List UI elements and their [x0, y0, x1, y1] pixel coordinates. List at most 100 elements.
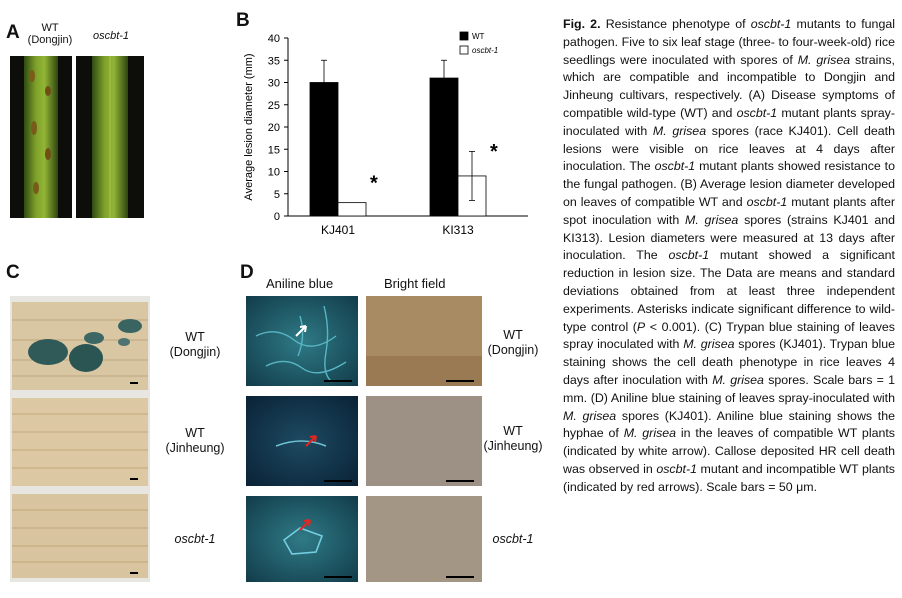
panel-c-row1-line1: WT: [185, 330, 205, 344]
y-tick-label: 15: [268, 144, 280, 156]
y-axis-label: Average lesion diameter (mm): [243, 53, 255, 200]
trypan-stain: [118, 338, 130, 346]
panel-c-row2-label: WT (Jinheung): [150, 426, 240, 456]
panel-c-row2-photo: [12, 398, 148, 486]
lesion: [33, 182, 39, 194]
scale-bar: [446, 480, 474, 482]
panel-a-wt-label: WT (Dongjin): [14, 22, 86, 46]
panel-d-row3-line1: oscbt-1: [492, 532, 534, 546]
scale-bar: [324, 480, 352, 482]
x-tick-label: KI313: [442, 223, 474, 237]
lesion: [31, 121, 37, 135]
caption-italic-term: M. grisea: [712, 372, 764, 387]
trypan-stain: [118, 319, 142, 333]
lesion: [45, 86, 51, 96]
caption-body: Resistance phenotype of oscbt-1 mutants …: [563, 17, 895, 494]
caption-text: mutants to fungal pathogen. Five to six …: [563, 17, 895, 67]
hyphae: [255, 305, 347, 383]
white-arrow-icon: [295, 325, 307, 337]
y-tick-label: 5: [274, 189, 280, 201]
caption-text: strains, which are compatible and incomp…: [563, 52, 895, 120]
scale-bar: [446, 576, 474, 578]
caption-text: mutant showed a significant reduction in…: [563, 248, 895, 334]
red-arrow-icon: [299, 519, 311, 531]
legend-swatch-wt: [459, 31, 469, 41]
panel-d-row1-line2: (Dongjin): [487, 343, 539, 357]
caption-text: spores (race KJ401). Cell death lesions …: [563, 123, 895, 174]
legend-swatch-mutant: [459, 45, 469, 55]
trypan-stain: [69, 344, 103, 372]
significance-asterisk: *: [490, 141, 498, 163]
caption-text: spores (KJ401). Aniline blue staining sh…: [563, 408, 895, 441]
panel-d-row2-line1: WT: [503, 424, 523, 438]
panel-d-row2-line2: (Jinheung): [483, 439, 543, 453]
panel-a-wt-line2: (Dongjin): [27, 34, 73, 46]
y-tick-label: 40: [268, 33, 280, 45]
panel-a-mutant-label: oscbt-1: [92, 30, 130, 42]
panel-c-row3-photo: [12, 494, 148, 578]
panel-c-label: C: [6, 262, 20, 283]
caption-italic-term: oscbt-1: [656, 461, 697, 476]
panel-d-col2-header: Bright field: [384, 276, 446, 291]
lesion-diameter-chart: 0 5 10 15 20 25 30 35 40 Average lesion diameter …: [243, 31, 528, 237]
scale-bar: [324, 576, 352, 578]
y-tick-label: 20: [268, 122, 280, 134]
lesion: [29, 70, 35, 82]
panel-d-row1-label: WT (Dongjin): [476, 328, 550, 358]
scale-bar: [324, 380, 352, 382]
panel-a-leaf-photos: [10, 56, 144, 218]
panel-c-row2-line1: WT: [185, 426, 205, 440]
caption-text: < 0.001). (C) Trypan blue staining of le…: [563, 319, 895, 352]
caption-italic-term: oscbt-1: [746, 194, 788, 209]
caption-italic-term: P: [636, 319, 646, 334]
panel-b-label: B: [236, 10, 250, 31]
scale-bar: [130, 572, 138, 574]
caption-italic-term: oscbt-1: [668, 248, 710, 263]
caption-text: mutant plants after spot inoculation wit…: [563, 194, 895, 227]
y-tick-label: 10: [268, 167, 280, 179]
scale-bar: [130, 382, 138, 384]
panel-d-row3-label: oscbt-1: [476, 532, 550, 547]
panel-d-row3-aniline: [246, 496, 358, 582]
panel-d-row2-bright: [366, 396, 482, 486]
caption-italic-term: oscbt-1: [736, 105, 778, 120]
bar-mutant-kj401: [337, 202, 367, 217]
caption-italic-term: oscbt-1: [654, 159, 696, 174]
panel-d-micrographs: [246, 296, 482, 582]
caption-italic-term: M. grisea: [623, 426, 677, 441]
y-tick-label: 0: [274, 211, 280, 223]
y-tick-label: 30: [268, 78, 280, 90]
panel-c-row1-label: WT (Dongjin): [150, 330, 240, 360]
bar-wt-ki313: [429, 77, 459, 217]
red-arrow-icon: [305, 435, 317, 447]
panel-d-row3-bright: [366, 496, 482, 582]
caption-italic-term: M. grisea: [563, 408, 617, 423]
y-tick-label: 25: [268, 100, 280, 112]
legend-label-mutant: oscbt-1: [472, 46, 498, 55]
panel-d-label: D: [240, 262, 254, 283]
panel-c-trypan-photos: [10, 296, 150, 582]
panel-a-wt-leaf: [24, 56, 58, 218]
lesion: [45, 148, 51, 160]
panel-c-row2-veins: [12, 413, 148, 469]
caption-italic-term: M. grisea: [685, 212, 739, 227]
caption-text: Resistance phenotype of: [600, 17, 751, 31]
caption-text: spores (strains KJ401 and KI313). Lesion…: [563, 212, 895, 263]
scale-bar: [446, 380, 474, 382]
caption-text: in the leaves of compatible WT plants (i…: [563, 426, 895, 476]
caption-text: mutant plants spray-inoculated with: [563, 105, 895, 138]
panel-c-row1-line2: (Dongjin): [169, 345, 221, 359]
x-tick-label: KJ401: [321, 223, 355, 237]
caption-text: mutant and incompatible WT plants (indic…: [563, 461, 896, 494]
caption-text: spores (KJ401). Trypan blue staining sho…: [563, 337, 895, 387]
trypan-stain: [84, 332, 104, 344]
caption-italic-term: oscbt-1: [750, 17, 792, 31]
panel-c-row3-label: oscbt-1: [150, 532, 240, 547]
panel-a-label: A: [6, 22, 20, 43]
scale-bar: [130, 478, 138, 480]
trypan-stain: [28, 339, 68, 365]
panel-c-row2-line2: (Jinheung): [165, 441, 225, 455]
panel-a-wt-line1: WT: [41, 22, 59, 34]
panel-c-row3-veins: [12, 509, 148, 563]
panel-c-row3-line1: oscbt-1: [174, 532, 216, 546]
